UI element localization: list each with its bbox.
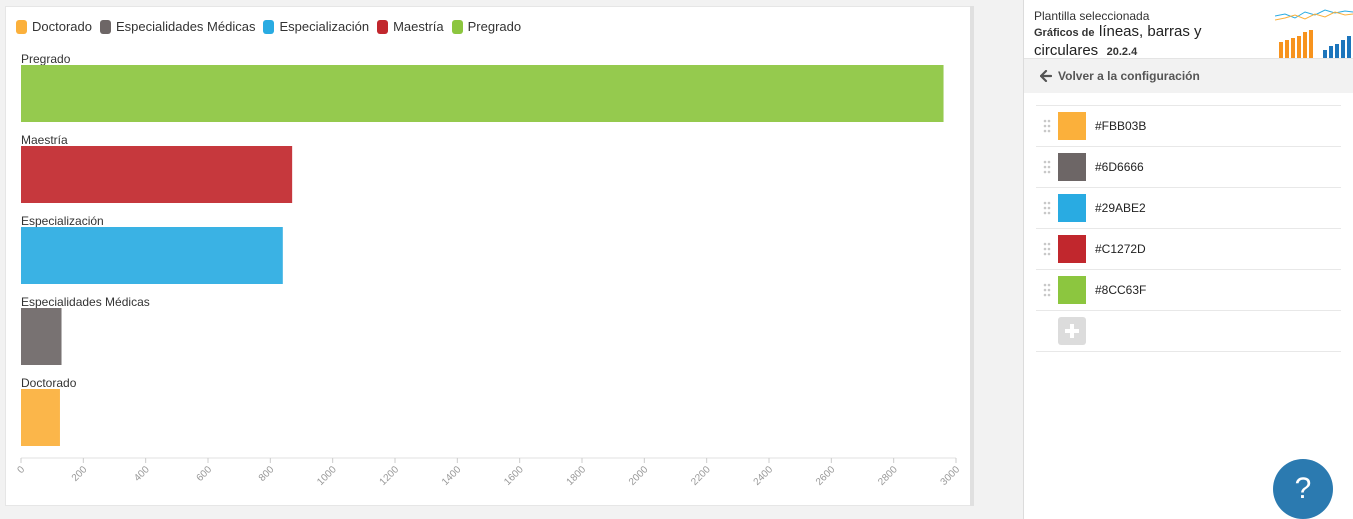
add-color-button[interactable] [1058,317,1086,345]
x-tick-label: 800 [257,464,277,484]
legend-item[interactable]: Pregrado [451,19,522,34]
color-swatch[interactable] [1058,276,1086,304]
color-hex-value[interactable]: #8CC63F [1095,283,1147,297]
plus-icon [1065,324,1079,338]
template-version: 20.2.4 [1106,46,1138,58]
add-color-row [1036,311,1341,352]
bar[interactable] [21,308,62,365]
x-tick-label: 2400 [752,464,776,488]
legend-item[interactable]: Doctorado [16,19,92,34]
arrow-left-icon [1040,70,1052,82]
legend-item[interactable]: Maestría [377,19,444,34]
color-swatch[interactable] [1058,112,1086,140]
legend-item[interactable]: Especialidades Médicas [99,19,256,34]
help-icon: ? [1294,472,1312,505]
x-tick-label: 1400 [440,464,464,488]
legend-label: Maestría [393,19,444,34]
category-label: Maestría [21,133,68,147]
template-caption: Plantilla seleccionada [1034,9,1150,23]
bar-chart: Pregrado Maestría Especialización Especiali… [15,52,963,488]
template-prefix: Gráficos de [1034,27,1095,39]
chart-panel: Doctorado Especialidades Médicas Especiali… [5,6,973,506]
x-tick-label: 2800 [876,464,900,488]
x-tick-label: 1000 [315,464,339,488]
bar[interactable] [21,227,283,284]
back-to-config-button[interactable]: Volver a la configuración [1024,59,1353,93]
chart-legend: Doctorado Especialidades Médicas Especiali… [16,19,521,34]
x-tick-label: 2600 [814,464,838,488]
x-tick-label: 2200 [689,464,713,488]
drag-handle-icon[interactable] [1036,160,1058,174]
x-tick-label: 3000 [939,464,963,488]
x-tick-label: 200 [70,464,90,484]
legend-swatch [16,19,27,34]
color-row[interactable]: #C1272D [1036,229,1341,270]
color-hex-value[interactable]: #29ABE2 [1095,201,1146,215]
x-tick-label: 2000 [627,464,651,488]
bar[interactable] [21,146,293,203]
legend-label: Doctorado [32,19,92,34]
template-header: Plantilla seleccionada Gráficos de línea… [1024,0,1353,59]
color-row[interactable]: #29ABE2 [1036,188,1341,229]
template-thumbnail-icon [1275,9,1353,58]
color-list: #FBB03B #6D6666 #29ABE2 #C1272D #8CC63F [1036,105,1341,311]
legend-item[interactable]: Especialización [263,19,369,34]
category-label: Doctorado [21,376,77,390]
category-label: Especialización [21,214,104,228]
x-tick-label: 600 [195,464,215,484]
template-title: líneas, barras y circulares [1034,23,1202,59]
legend-swatch [377,19,389,34]
help-button[interactable]: ? [1273,459,1333,519]
bar[interactable] [21,389,60,446]
x-tick-label: 1200 [378,464,402,488]
legend-label: Especialidades Médicas [115,19,256,34]
legend-swatch [451,19,463,34]
config-panel: Plantilla seleccionada Gráficos de línea… [1023,0,1353,519]
category-label: Pregrado [21,52,71,66]
color-swatch[interactable] [1058,153,1086,181]
drag-handle-icon[interactable] [1036,283,1058,297]
color-swatch[interactable] [1058,235,1086,263]
color-row[interactable]: #FBB03B [1036,106,1341,147]
color-hex-value[interactable]: #C1272D [1095,242,1146,256]
color-row[interactable]: #6D6666 [1036,147,1341,188]
category-label: Especialidades Médicas [21,295,150,309]
back-label: Volver a la configuración [1058,69,1200,83]
bar[interactable] [21,65,944,122]
legend-swatch [99,19,111,34]
color-hex-value[interactable]: #FBB03B [1095,119,1147,133]
drag-handle-icon[interactable] [1036,119,1058,133]
legend-label: Pregrado [467,19,522,34]
legend-swatch [263,19,275,34]
x-tick-label: 1600 [502,464,526,488]
template-name: Gráficos de líneas, barras y circulares … [1034,23,1244,61]
drag-handle-icon[interactable] [1036,242,1058,256]
color-row[interactable]: #8CC63F [1036,270,1341,311]
x-tick-label: 0 [15,464,27,476]
chart-scrollbar[interactable] [970,6,974,506]
x-tick-label: 400 [132,464,152,484]
color-swatch[interactable] [1058,194,1086,222]
x-tick-label: 1800 [565,464,589,488]
legend-label: Especialización [279,19,370,34]
color-hex-value[interactable]: #6D6666 [1095,160,1144,174]
drag-handle-icon[interactable] [1036,201,1058,215]
